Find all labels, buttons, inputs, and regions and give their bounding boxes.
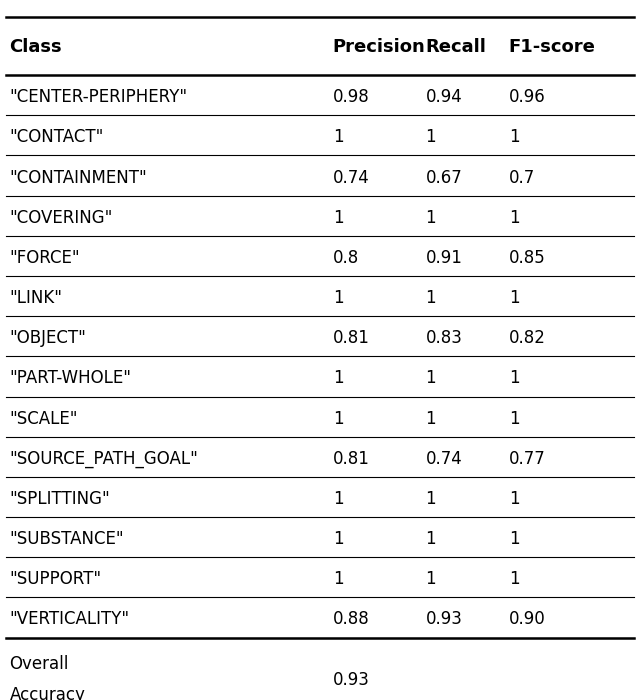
Text: "CONTAINMENT": "CONTAINMENT" <box>10 169 147 187</box>
Text: 1: 1 <box>509 490 520 508</box>
Text: 1: 1 <box>426 209 436 227</box>
Text: "FORCE": "FORCE" <box>10 249 80 267</box>
Text: "OBJECT": "OBJECT" <box>10 329 86 347</box>
Text: 1: 1 <box>426 570 436 588</box>
Text: 1: 1 <box>426 289 436 307</box>
Text: "VERTICALITY": "VERTICALITY" <box>10 610 130 629</box>
Text: 0.93: 0.93 <box>426 610 463 629</box>
Text: 0.81: 0.81 <box>333 329 370 347</box>
Text: 1: 1 <box>333 128 344 146</box>
Text: Recall: Recall <box>426 38 486 56</box>
Text: 0.88: 0.88 <box>333 610 369 629</box>
Text: 0.96: 0.96 <box>509 88 545 106</box>
Text: Class: Class <box>10 38 62 56</box>
Text: 0.98: 0.98 <box>333 88 369 106</box>
Text: Overall: Overall <box>10 655 69 673</box>
Text: 0.74: 0.74 <box>426 450 462 468</box>
Text: 1: 1 <box>426 370 436 387</box>
Text: 0.90: 0.90 <box>509 610 545 629</box>
Text: 1: 1 <box>333 209 344 227</box>
Text: 1: 1 <box>333 530 344 548</box>
Text: 1: 1 <box>426 530 436 548</box>
Text: "CONTACT": "CONTACT" <box>10 128 104 146</box>
Text: 0.83: 0.83 <box>426 329 463 347</box>
Text: "SCALE": "SCALE" <box>10 410 78 428</box>
Text: 1: 1 <box>509 289 520 307</box>
Text: "COVERING": "COVERING" <box>10 209 113 227</box>
Text: 1: 1 <box>333 570 344 588</box>
Text: F1-score: F1-score <box>509 38 596 56</box>
Text: "PART-WHOLE": "PART-WHOLE" <box>10 370 132 387</box>
Text: 0.77: 0.77 <box>509 450 545 468</box>
Text: 0.8: 0.8 <box>333 249 359 267</box>
Text: "SUBSTANCE": "SUBSTANCE" <box>10 530 124 548</box>
Text: 1: 1 <box>426 410 436 428</box>
Text: 0.67: 0.67 <box>426 169 462 187</box>
Text: 1: 1 <box>509 530 520 548</box>
Text: Accuracy: Accuracy <box>10 686 86 700</box>
Text: "CENTER-PERIPHERY": "CENTER-PERIPHERY" <box>10 88 188 106</box>
Text: "SUPPORT": "SUPPORT" <box>10 570 102 588</box>
Text: "LINK": "LINK" <box>10 289 63 307</box>
Text: 1: 1 <box>426 490 436 508</box>
Text: 0.7: 0.7 <box>509 169 535 187</box>
Text: 1: 1 <box>509 370 520 387</box>
Text: 0.93: 0.93 <box>333 671 370 689</box>
Text: 1: 1 <box>509 570 520 588</box>
Text: 1: 1 <box>509 209 520 227</box>
Text: 1: 1 <box>333 289 344 307</box>
Text: 1: 1 <box>426 128 436 146</box>
Text: 0.74: 0.74 <box>333 169 369 187</box>
Text: 1: 1 <box>509 410 520 428</box>
Text: 0.85: 0.85 <box>509 249 545 267</box>
Text: "SPLITTING": "SPLITTING" <box>10 490 110 508</box>
Text: Precision: Precision <box>333 38 426 56</box>
Text: 0.81: 0.81 <box>333 450 370 468</box>
Text: 1: 1 <box>333 410 344 428</box>
Text: 1: 1 <box>333 370 344 387</box>
Text: 0.82: 0.82 <box>509 329 546 347</box>
Text: 0.91: 0.91 <box>426 249 463 267</box>
Text: "SOURCE_PATH_GOAL": "SOURCE_PATH_GOAL" <box>10 450 198 468</box>
Text: 1: 1 <box>333 490 344 508</box>
Text: 1: 1 <box>509 128 520 146</box>
Text: 0.94: 0.94 <box>426 88 462 106</box>
